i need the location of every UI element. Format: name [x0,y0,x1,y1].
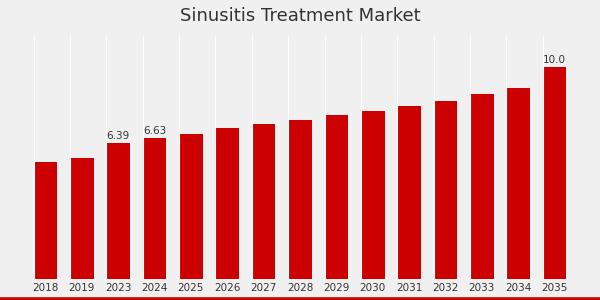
Bar [434,100,457,279]
Bar [506,88,530,279]
Bar [34,162,57,279]
Bar [361,111,385,279]
Bar [543,67,566,279]
Bar [106,143,130,279]
Bar [470,94,494,279]
Bar [215,128,239,279]
Text: 6.63: 6.63 [143,126,166,136]
Bar [252,124,275,279]
Bar [288,120,312,279]
Bar [179,134,203,279]
Bar [325,116,348,279]
Bar [397,106,421,279]
Title: Sinusitis Treatment Market: Sinusitis Treatment Market [179,7,421,25]
Text: 6.39: 6.39 [107,131,130,141]
Bar [143,138,166,279]
Bar [70,158,94,279]
Text: 10.0: 10.0 [543,55,566,64]
